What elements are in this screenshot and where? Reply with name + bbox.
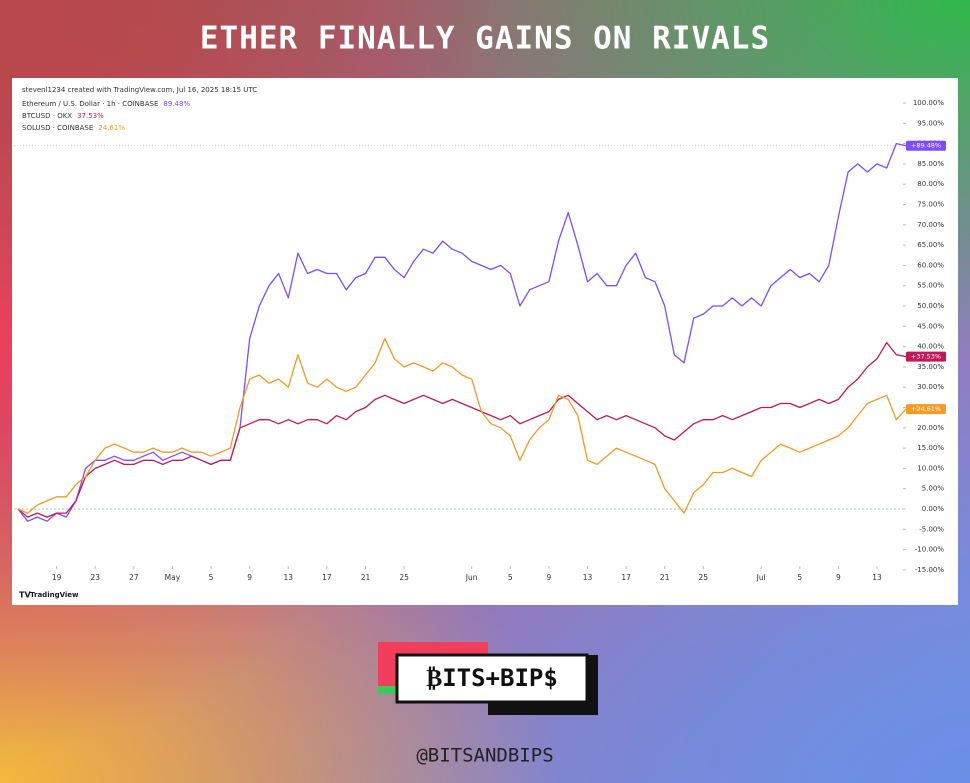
x-tick-label: May	[165, 573, 181, 582]
y-tick-label: 40.00%	[917, 343, 944, 351]
y-tick-label: 20.00%	[917, 424, 944, 432]
y-tick-label: 65.00%	[917, 241, 944, 249]
legend-value: 89.48%	[163, 100, 190, 108]
x-tick-label: 17	[621, 573, 631, 582]
x-tick-label: 23	[90, 573, 100, 582]
last-value-tag	[906, 351, 946, 362]
logo-box	[395, 653, 589, 704]
y-tick-label: 100.00%	[913, 99, 944, 107]
line-series	[17, 142, 907, 522]
brand-icon: TV	[19, 591, 31, 600]
logo-text: ₿ITS+BIP$	[426, 664, 558, 692]
chart-panel	[12, 78, 958, 605]
x-tick-label: 21	[660, 573, 670, 582]
y-tick-label: 45.00%	[917, 322, 944, 330]
legend-value: 37.53%	[77, 112, 104, 120]
last-value-label: +37.53%	[911, 353, 941, 361]
y-tick-label: 35.00%	[917, 363, 944, 371]
y-tick-label: 0.00%	[922, 505, 945, 513]
x-tick-label: 13	[583, 573, 593, 582]
y-tick-label: 10.00%	[917, 464, 944, 472]
handle: @BITSANDBIPS	[416, 745, 553, 767]
chart-title: ETHER FINALLY GAINS ON RIVALS	[200, 21, 770, 57]
x-tick-label: 19	[52, 573, 62, 582]
x-tick-label: 25	[399, 573, 409, 582]
y-tick-label: 55.00%	[917, 282, 944, 290]
y-tick-label: -5.00%	[919, 525, 944, 533]
last-value-label: +89.48%	[911, 142, 941, 150]
x-tick-label: 13	[283, 573, 293, 582]
y-tick-label: 30.00%	[917, 383, 944, 391]
y-tick-label: -15.00%	[915, 566, 945, 574]
y-tick-label: -10.00%	[915, 546, 945, 554]
last-value-tag	[906, 404, 946, 415]
last-value-tag	[906, 140, 946, 151]
y-tick-label: 5.00%	[922, 485, 945, 493]
x-tick-label: 9	[836, 573, 841, 582]
brand: TradingView	[30, 591, 79, 599]
line-series	[17, 341, 907, 518]
logo: ₿ITS+BIP$	[378, 642, 598, 715]
legend-value: 24.61%	[98, 124, 125, 132]
line-series	[17, 337, 907, 514]
x-tick-label: 9	[546, 573, 551, 582]
x-tick-label: 9	[247, 573, 252, 582]
x-tick-label: 17	[322, 573, 332, 582]
x-tick-label: 25	[699, 573, 709, 582]
y-tick-label: 80.00%	[917, 180, 944, 188]
x-tick-label: 5	[797, 573, 802, 582]
x-tick-label: Jul	[756, 573, 766, 582]
x-tick-label: 27	[129, 573, 139, 582]
x-tick-label: 21	[361, 573, 371, 582]
legend-name: Ethereum / U.S. Dollar · 1h · COINBASE	[22, 100, 158, 108]
x-tick-label: 13	[872, 573, 882, 582]
y-tick-label: 60.00%	[917, 261, 944, 269]
y-tick-label: 75.00%	[917, 201, 944, 209]
y-tick-label: 95.00%	[917, 119, 944, 127]
y-tick-label: 15.00%	[917, 444, 944, 452]
last-value-label: +24.61%	[911, 405, 941, 413]
x-tick-label: Jun	[465, 573, 478, 582]
attribution: stevenl1234 created with TradingView.com…	[22, 86, 257, 94]
y-tick-label: 85.00%	[917, 160, 944, 168]
legend-name: BTCUSD · OKX	[22, 112, 72, 120]
legend-name: SOLUSD · COINBASE	[22, 124, 93, 132]
x-tick-label: 5	[209, 573, 214, 582]
x-tick-label: 5	[508, 573, 513, 582]
y-tick-label: 50.00%	[917, 302, 944, 310]
y-tick-label: 70.00%	[917, 221, 944, 229]
